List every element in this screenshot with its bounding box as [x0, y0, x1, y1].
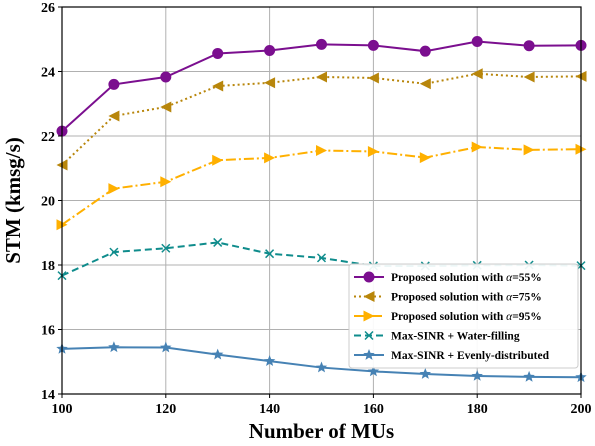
data-point: [471, 36, 483, 48]
y-tick-label: 22: [41, 130, 55, 145]
data-point: [263, 355, 276, 366]
y-tick-label: 20: [41, 195, 55, 210]
y-tick-label: 24: [41, 66, 55, 81]
legend-label-text: Max-SINR + Water-filling: [391, 331, 520, 343]
x-axis-label: Number of MUs: [249, 419, 394, 443]
legend-label-symbol: α: [506, 272, 513, 284]
data-point: [160, 341, 172, 353]
legend-label-suffix: =95%: [512, 311, 542, 323]
data-point: [316, 38, 327, 50]
data-point: [471, 68, 483, 80]
data-point: [160, 71, 172, 83]
legend-item: Proposed solution with α=75%: [354, 291, 542, 304]
legend-item: Max-SINR + Evenly-distributed: [354, 349, 550, 362]
legend-label: Proposed solution with α=95%: [391, 311, 542, 323]
legend-label-text: Max-SINR + Evenly-distributed: [391, 350, 550, 362]
legend-marker: [363, 271, 375, 283]
y-tick-label: 14: [41, 388, 55, 403]
y-tick-label: 16: [41, 324, 55, 339]
data-point: [315, 361, 328, 373]
series-2: [56, 68, 587, 171]
data-point: [367, 365, 380, 377]
legend-label: Max-SINR + Evenly-distributed: [391, 350, 550, 362]
series-1: [56, 36, 587, 137]
legend-item: Proposed solution with α=95%: [354, 310, 542, 323]
legend-label-symbol: α: [506, 292, 513, 304]
data-point: [419, 152, 431, 164]
x-marker-stroke: [265, 249, 275, 259]
legend-label-text: Proposed solution with: [391, 292, 506, 304]
data-point: [211, 348, 224, 360]
data-point: [523, 144, 535, 156]
legend-marker: [363, 310, 375, 322]
x-marker-stroke: [109, 247, 119, 257]
x-tick-label: 200: [571, 402, 592, 417]
data-point: [160, 101, 172, 113]
x-marker-stroke: [161, 243, 171, 253]
x-marker-stroke: [316, 253, 327, 263]
legend-label-text: Proposed solution with: [391, 311, 506, 323]
x-tick-label: 120: [155, 402, 176, 417]
data-point: [213, 237, 223, 247]
legend-label-symbol: α: [506, 311, 513, 323]
data-point: [419, 45, 431, 57]
data-point: [160, 176, 172, 188]
x-tick-label: 160: [363, 402, 384, 417]
legend: Proposed solution with α=55%Proposed sol…: [348, 263, 579, 369]
data-point: [419, 368, 432, 379]
series-3: [56, 141, 587, 231]
legend-marker: [364, 330, 374, 341]
data-point: [108, 183, 120, 195]
data-point: [523, 40, 535, 52]
legend-label: Proposed solution with α=75%: [391, 292, 542, 304]
x-tick-label: 140: [259, 402, 280, 417]
x-tick-label: 180: [467, 402, 488, 417]
data-point: [212, 154, 224, 166]
x-marker-stroke: [364, 330, 374, 341]
data-point: [316, 145, 327, 157]
legend-item: Max-SINR + Water-filling: [354, 331, 520, 343]
legend-label: Max-SINR + Water-filling: [391, 331, 520, 343]
data-point: [367, 39, 379, 51]
legend-label-text: Proposed solution with: [391, 272, 506, 284]
data-point: [316, 71, 327, 83]
data-point: [367, 145, 379, 157]
data-point: [265, 249, 275, 259]
data-point: [523, 71, 535, 83]
data-point: [108, 341, 120, 353]
series-line: [61, 145, 582, 226]
legend-marker: [363, 291, 375, 302]
y-axis-label: STM (kmsg/s): [1, 137, 25, 264]
x-marker-stroke: [213, 237, 223, 247]
data-point: [108, 78, 120, 90]
x-tick-label: 100: [52, 402, 73, 417]
data-point: [212, 80, 224, 92]
series-line: [61, 72, 582, 166]
data-point: [212, 47, 224, 59]
data-point: [523, 370, 535, 382]
data-point: [161, 243, 171, 253]
data-point: [264, 152, 276, 164]
legend-label-suffix: =55%: [512, 272, 542, 284]
data-point: [419, 78, 431, 90]
data-point: [471, 369, 483, 381]
data-point: [471, 141, 483, 153]
axis-ticks: 100 120 140 160 180 200 14 16 18 20 22 24 26: [41, 1, 592, 417]
data-point: [367, 72, 379, 84]
series-line: [61, 40, 582, 132]
legend-marker: [363, 349, 375, 360]
y-tick-label: 26: [41, 1, 55, 16]
data-point: [109, 247, 119, 257]
data-point: [316, 253, 327, 263]
legend-label: Proposed solution with α=55%: [391, 272, 542, 284]
legend-box: [348, 263, 579, 369]
y-tick-label: 18: [41, 259, 55, 274]
legend-label-suffix: =75%: [512, 292, 542, 304]
data-point: [264, 77, 276, 89]
data-point: [264, 45, 276, 57]
legend-item: Proposed solution with α=55%: [354, 271, 542, 284]
data-point: [108, 110, 120, 122]
